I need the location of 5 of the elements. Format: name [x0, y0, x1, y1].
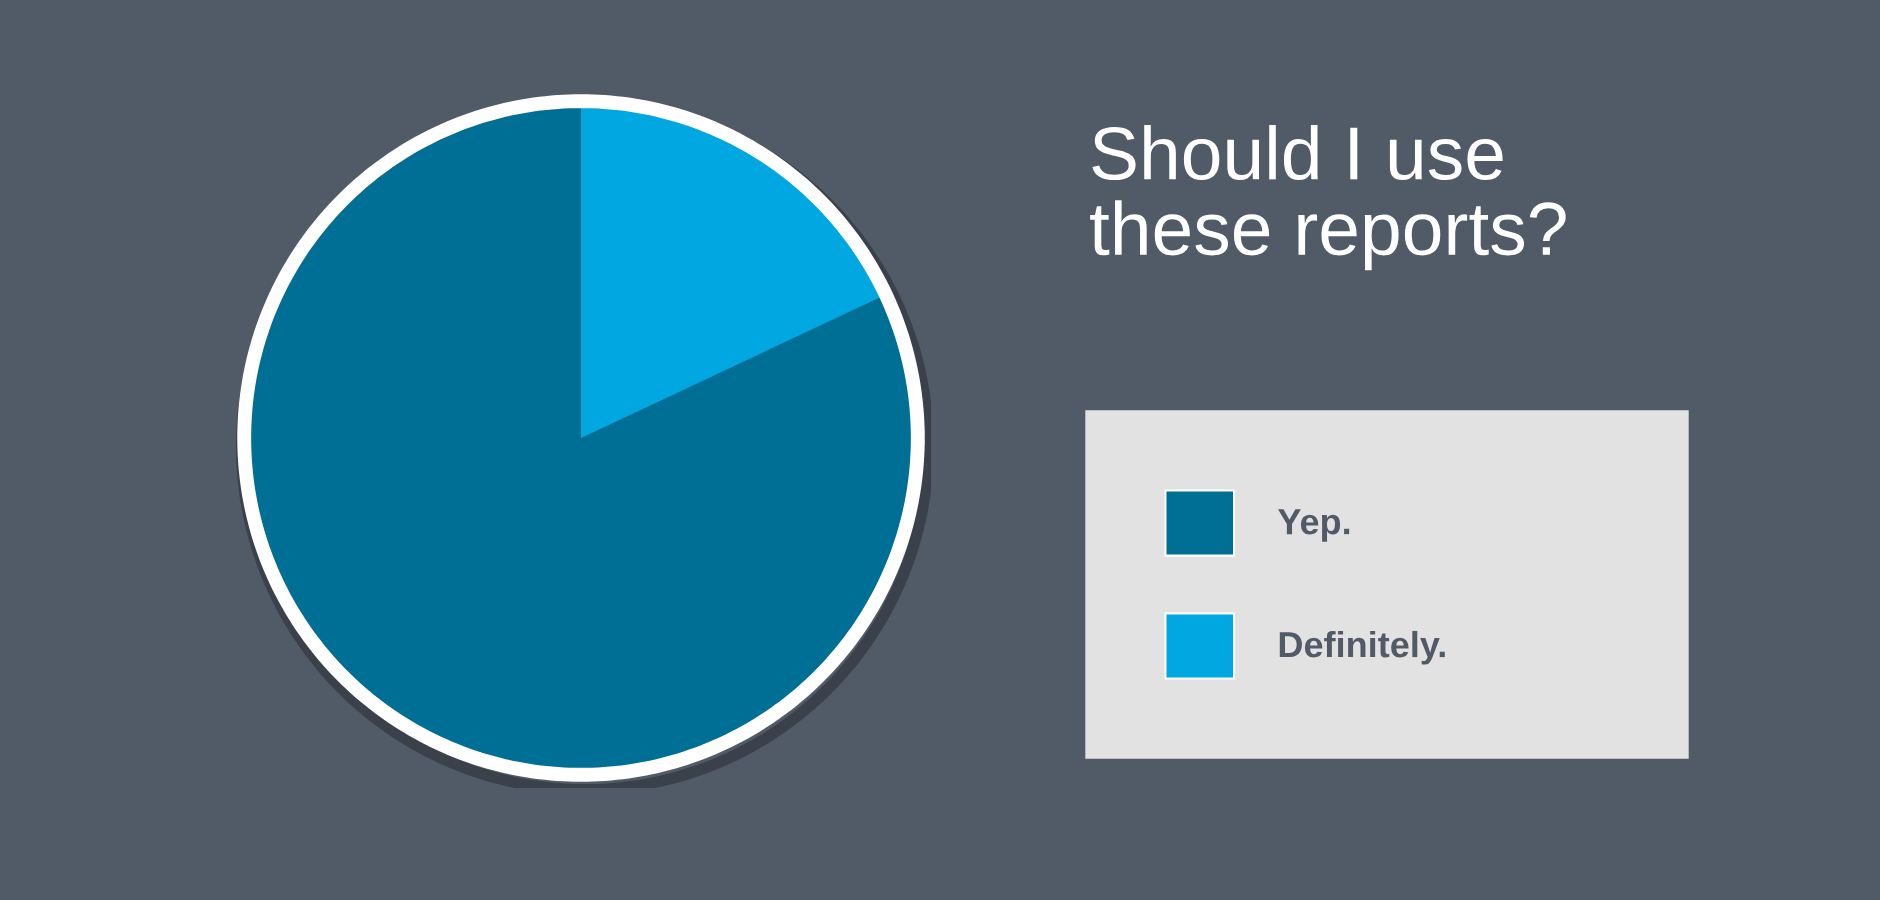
- text: Should I use these reports?: [1090, 125, 1566, 271]
- legend-label: Definitely.: [1279, 630, 1445, 665]
- pie-slice: [250, 107, 912, 769]
- pie-slice: [581, 107, 880, 438]
- legend-label: Yep.: [1278, 509, 1350, 542]
